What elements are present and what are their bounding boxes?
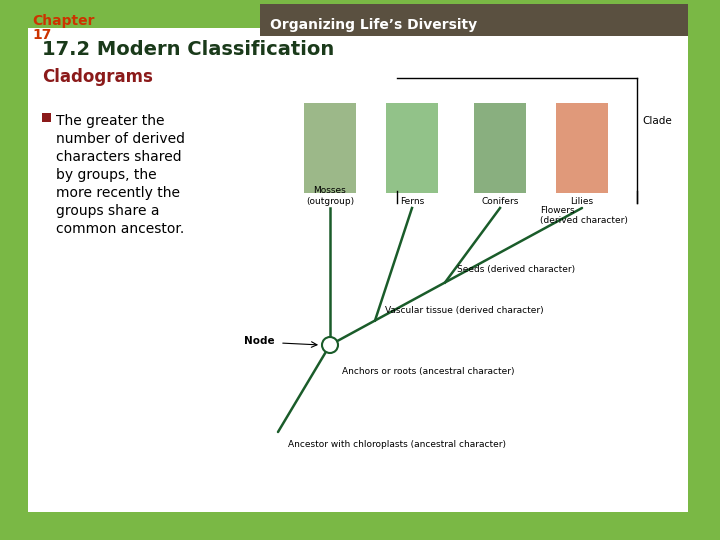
- Bar: [42, 113, 51, 122]
- Bar: [304, 103, 356, 193]
- Text: Cladograms: Cladograms: [42, 68, 153, 86]
- Text: Conifers: Conifers: [481, 197, 518, 206]
- Text: Lilies: Lilies: [570, 197, 593, 206]
- Text: by groups, the: by groups, the: [56, 168, 157, 182]
- Text: Ancestor with chloroplasts (ancestral character): Ancestor with chloroplasts (ancestral ch…: [288, 440, 506, 449]
- Text: Seeds (derived character): Seeds (derived character): [457, 266, 575, 274]
- Text: Node: Node: [244, 336, 275, 346]
- Bar: [556, 103, 608, 193]
- Text: Mosses
(outgroup): Mosses (outgroup): [306, 186, 354, 206]
- Bar: [260, 4, 688, 36]
- Text: groups share a: groups share a: [56, 204, 160, 218]
- Text: Flowers
(derived character): Flowers (derived character): [540, 206, 628, 225]
- Text: number of derived: number of derived: [56, 132, 185, 146]
- Text: The greater the: The greater the: [56, 114, 164, 128]
- Text: more recently the: more recently the: [56, 186, 180, 200]
- Text: common ancestor.: common ancestor.: [56, 222, 184, 236]
- Circle shape: [322, 337, 338, 353]
- Text: 17: 17: [32, 28, 51, 42]
- Text: 17.2 Modern Classification: 17.2 Modern Classification: [42, 40, 334, 59]
- Text: characters shared: characters shared: [56, 150, 181, 164]
- Text: Clade: Clade: [642, 116, 672, 125]
- Text: Ferns: Ferns: [400, 197, 424, 206]
- Text: Organizing Life’s Diversity: Organizing Life’s Diversity: [270, 18, 477, 32]
- Text: Anchors or roots (ancestral character): Anchors or roots (ancestral character): [342, 367, 515, 376]
- Bar: [28, 28, 688, 512]
- Text: Vascular tissue (derived character): Vascular tissue (derived character): [385, 306, 544, 314]
- Bar: [474, 103, 526, 193]
- Bar: [386, 103, 438, 193]
- Text: Chapter: Chapter: [32, 14, 94, 28]
